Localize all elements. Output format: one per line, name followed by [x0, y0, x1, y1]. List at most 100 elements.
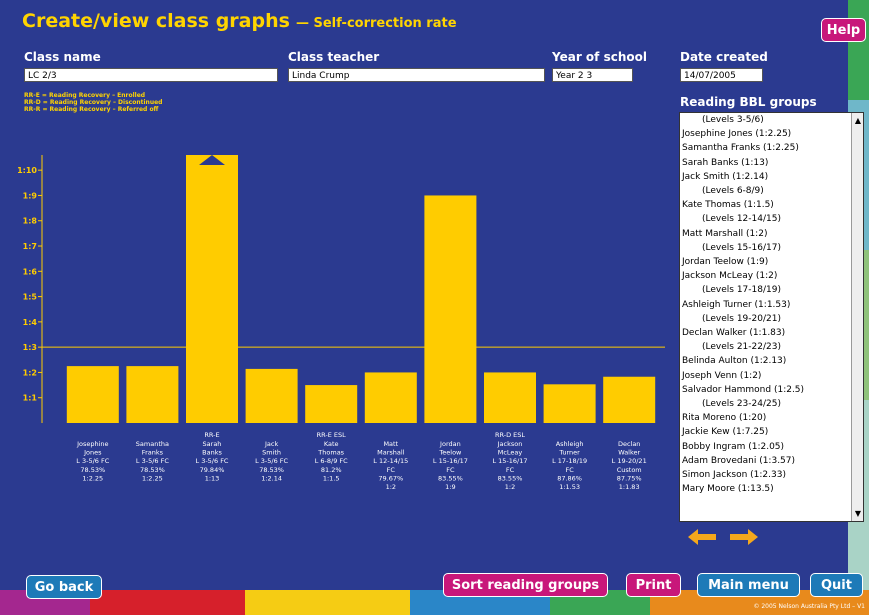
- sort-button[interactable]: Sort reading groups: [443, 573, 608, 597]
- group-item[interactable]: (Levels 21-22/23): [702, 342, 781, 353]
- x-tick-label: FC: [446, 466, 455, 474]
- field-input[interactable]: Year 2 3: [552, 68, 633, 82]
- bar: [305, 385, 358, 423]
- bar: [543, 384, 596, 423]
- group-item[interactable]: Ashleigh Turner (1:1.53): [682, 299, 791, 310]
- bar: [364, 372, 417, 423]
- x-tick-label: FC: [387, 466, 396, 474]
- y-tick-label: 1:2: [23, 368, 37, 377]
- group-item[interactable]: (Levels 6-8/9): [702, 186, 764, 196]
- scroll-down[interactable]: ▼: [854, 509, 861, 518]
- y-tick-label: 1:1: [23, 394, 38, 403]
- value-label: 1:13: [205, 474, 220, 482]
- group-item[interactable]: (Levels 3-5/6): [702, 115, 764, 125]
- group-item[interactable]: Kate Thomas (1:1.5): [682, 200, 774, 211]
- group-item[interactable]: Mary Moore (1:13.5): [682, 484, 774, 495]
- main-menu-button[interactable]: Main menu: [697, 573, 800, 597]
- group-item[interactable]: (Levels 23-24/25): [702, 399, 781, 409]
- bar: [186, 155, 238, 424]
- x-tick-label: Franks: [142, 449, 164, 457]
- field-label: Date created: [680, 50, 768, 64]
- x-tick-label: 87.75%: [617, 474, 642, 482]
- legend-note: RR-E = Reading Recovery – Enrolled: [24, 92, 146, 99]
- field-input[interactable]: 14/07/2005: [680, 68, 763, 82]
- x-tick-label: Kate: [324, 440, 339, 448]
- stripe: [90, 590, 245, 615]
- x-tick-label: L 3-5/6 FC: [255, 457, 288, 465]
- category-tag: RR-E ESL: [317, 431, 347, 439]
- value-label: 1:2.14: [261, 474, 282, 482]
- y-tick-label: 1:10: [17, 166, 37, 175]
- subtitle: — Self-correction rate: [295, 16, 457, 31]
- next-arrow[interactable]: [730, 529, 758, 545]
- scroll-up[interactable]: ▲: [854, 116, 861, 125]
- value-label: 1:2.25: [82, 474, 103, 482]
- x-tick-label: Turner: [558, 449, 580, 457]
- group-item[interactable]: (Levels 17-18/19): [702, 285, 781, 296]
- bar: [245, 368, 298, 423]
- chart: 1:1 1:2 1:3 1:4 1:5 1:6 1:7 1:8 1:9 1:10 Josephine…: [17, 155, 665, 491]
- group-item[interactable]: Declan Walker (1:1.83): [682, 328, 786, 338]
- bars: [66, 155, 656, 424]
- y-tick-label: 1:6: [23, 267, 38, 276]
- field-input[interactable]: LC 2/3: [24, 68, 278, 82]
- group-item[interactable]: Samantha Franks (1:2.25): [682, 143, 799, 154]
- x-tick-label: Jackson: [497, 440, 523, 448]
- x-tick-label: Declan: [618, 440, 641, 448]
- group-item[interactable]: Bobby Ingram (1:2.05): [682, 441, 785, 452]
- bar: [66, 366, 119, 423]
- scrollbar[interactable]: [851, 113, 863, 521]
- x-tick-label: Marshall: [377, 449, 405, 457]
- group-item[interactable]: Jackie Kew (1:7.25): [682, 427, 769, 438]
- x-tick-label: FC: [565, 466, 574, 474]
- x-tick-label: Jones: [83, 449, 102, 457]
- value-label: 1:2.25: [142, 474, 163, 482]
- x-tick-label: 79.84%: [200, 466, 225, 474]
- value-label: 1:1.5: [323, 474, 340, 482]
- group-item[interactable]: Josephine Jones (1:2.25): [682, 129, 792, 140]
- y-tick-label: 1:7: [23, 242, 37, 251]
- x-tick-label: L 12-14/15: [373, 457, 408, 465]
- x-tick-label: Matt: [383, 440, 398, 448]
- prev-arrow[interactable]: [688, 529, 716, 545]
- field-label: Year of school: [552, 50, 647, 64]
- copyright: © 2005 Nelson Australia Pty Ltd – V1: [753, 603, 865, 610]
- group-item[interactable]: (Levels 12-14/15): [702, 214, 781, 225]
- x-tick-label: L 15-16/17: [492, 457, 527, 465]
- go-back-button[interactable]: Go back: [26, 575, 102, 599]
- legend-note: RR-R = Reading Recovery – Referred off: [24, 106, 159, 113]
- quit-button[interactable]: Quit: [810, 573, 863, 597]
- group-item[interactable]: Belinda Aulton (1:2.13): [682, 356, 787, 367]
- print-button[interactable]: Print: [626, 573, 681, 597]
- group-item[interactable]: (Levels 19-20/21): [702, 313, 781, 324]
- title: Create/view class graphs: [22, 10, 290, 32]
- group-item[interactable]: (Levels 15-16/17): [702, 242, 781, 253]
- field-label: Class teacher: [288, 50, 380, 64]
- x-tick-label: 78.53%: [140, 466, 165, 474]
- x-tick-label: 81.2%: [321, 466, 342, 474]
- group-item[interactable]: Adam Brovedani (1:3.57): [682, 455, 796, 466]
- group-item[interactable]: Salvador Hammond (1:2.5): [682, 384, 805, 395]
- x-tick-label: L 3-5/6 FC: [196, 457, 229, 465]
- overflow-arrow: [199, 155, 225, 165]
- group-item[interactable]: Simon Jackson (1:2.33): [682, 470, 786, 480]
- group-item[interactable]: Jackson McLeay (1:2): [682, 271, 778, 282]
- field-input[interactable]: Linda Crump: [288, 68, 545, 82]
- group-item[interactable]: Joseph Venn (1:2): [682, 370, 762, 381]
- x-tick-label: L 15-16/17: [433, 457, 468, 465]
- group-item[interactable]: Matt Marshall (1:2): [682, 228, 768, 239]
- x-tick-label: Jack: [264, 440, 278, 448]
- group-item[interactable]: Jordan Teelow (1:9): [682, 257, 769, 267]
- x-tick-label: L 6-8/9 FC: [315, 457, 348, 465]
- x-tick-label: Sarah: [203, 440, 222, 448]
- x-tick-label: Samantha: [136, 440, 169, 448]
- x-tick-label: 87.86%: [557, 474, 582, 482]
- bar: [126, 366, 179, 423]
- group-item[interactable]: Rita Moreno (1:20): [682, 413, 767, 424]
- group-item[interactable]: Jack Smith (1:2.14): [682, 171, 769, 182]
- help-button[interactable]: Help: [821, 18, 866, 42]
- groups-list[interactable]: ▲ ▼ (Levels 3-5/6) Josephine Jones (1:2.2…: [679, 112, 864, 522]
- group-item[interactable]: Sarah Banks (1:13): [682, 157, 769, 168]
- nav-arrows: [688, 529, 758, 545]
